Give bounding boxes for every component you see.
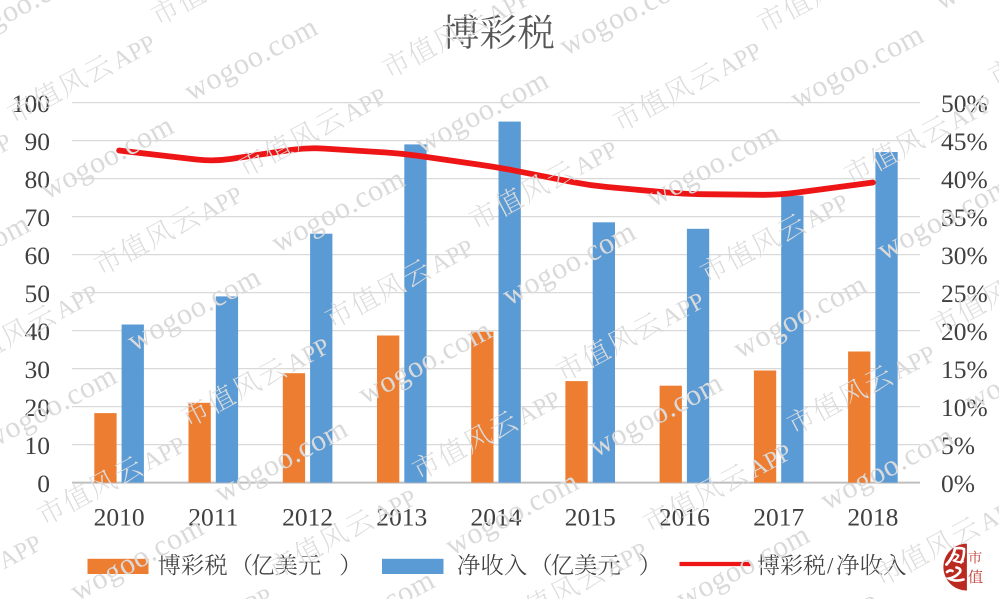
svg-text:2012: 2012 <box>282 503 333 532</box>
svg-text:2014: 2014 <box>471 503 522 532</box>
svg-text:/: / <box>827 554 834 579</box>
svg-text:2016: 2016 <box>659 503 710 532</box>
svg-text:2013: 2013 <box>376 503 427 532</box>
svg-text:15%: 15% <box>941 355 988 384</box>
svg-text:50: 50 <box>25 279 51 308</box>
svg-text:20: 20 <box>25 393 51 422</box>
svg-text:2015: 2015 <box>565 503 616 532</box>
svg-text:0%: 0% <box>941 469 975 498</box>
svg-text:25%: 25% <box>941 279 988 308</box>
svg-text:70: 70 <box>25 203 51 232</box>
svg-text:10: 10 <box>25 431 51 460</box>
svg-text:35%: 35% <box>941 203 988 232</box>
svg-text:60: 60 <box>25 241 51 270</box>
svg-text:10%: 10% <box>941 393 988 422</box>
svg-text:40%: 40% <box>941 165 988 194</box>
svg-text:30: 30 <box>25 355 51 384</box>
svg-text:20%: 20% <box>941 317 988 346</box>
svg-text:80: 80 <box>25 165 51 194</box>
svg-text:2017: 2017 <box>753 503 804 532</box>
svg-text:30%: 30% <box>941 241 988 270</box>
svg-text:50%: 50% <box>941 89 988 118</box>
svg-text:45%: 45% <box>941 127 988 156</box>
svg-text:2018: 2018 <box>847 503 898 532</box>
svg-text:2011: 2011 <box>188 503 238 532</box>
svg-text:5%: 5% <box>941 431 975 460</box>
svg-text:90: 90 <box>25 127 51 156</box>
svg-text:2010: 2010 <box>94 503 145 532</box>
svg-text:0: 0 <box>37 469 50 498</box>
